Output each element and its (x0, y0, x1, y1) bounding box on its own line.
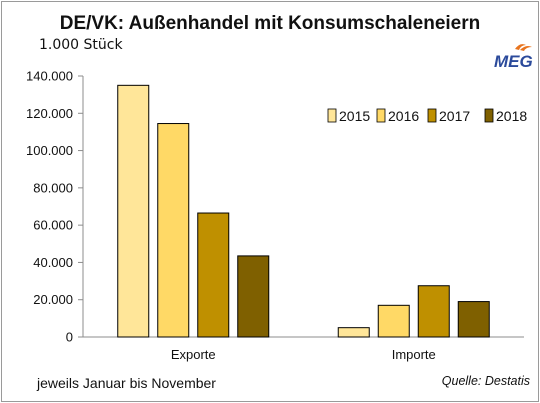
meg-logo: MEG (494, 44, 533, 70)
y-tick-label: 20.000 (33, 292, 73, 307)
legend-label-2016: 2016 (388, 108, 419, 124)
bar-2016-exporte (157, 123, 190, 338)
y-tick-label: 140.000 (26, 69, 73, 84)
bar-2017-importe (417, 285, 450, 338)
legend-label-2015: 2015 (339, 108, 370, 124)
footnote: jeweils Januar bis November (37, 375, 216, 391)
legend-swatch-2018 (484, 108, 494, 123)
bar-2015-exporte (117, 84, 150, 338)
y-tick-label: 100.000 (26, 143, 73, 158)
logo-text: MEG (494, 52, 533, 70)
legend-swatch-2015 (327, 108, 337, 123)
y-tick-label: 0 (66, 330, 73, 345)
y-tick-label: 40.000 (33, 255, 73, 270)
chart-title: DE/VK: Außenhandel mit Konsumschaleneier… (59, 13, 481, 34)
x-category-label: Importe (392, 347, 436, 362)
bar-2017-exporte (197, 212, 230, 338)
legend-label-2017: 2017 (439, 108, 470, 124)
bar-2016-importe (377, 304, 410, 338)
legend-swatch-2016 (376, 108, 386, 123)
bar-2018-exporte (237, 255, 270, 338)
source-note: Quelle: Destatis (441, 374, 530, 388)
y-tick-label: 80.000 (33, 180, 73, 195)
x-category-label: Exporte (171, 347, 216, 362)
y-tick-label: 120.000 (26, 106, 73, 121)
bar-2018-importe (457, 301, 490, 338)
legend-label-2018: 2018 (496, 108, 527, 124)
bar-2015-importe (337, 327, 370, 338)
legend-swatch-2017 (427, 108, 437, 123)
unit-label: 1.000 Stück (39, 37, 123, 53)
y-tick-label: 60.000 (33, 218, 73, 233)
